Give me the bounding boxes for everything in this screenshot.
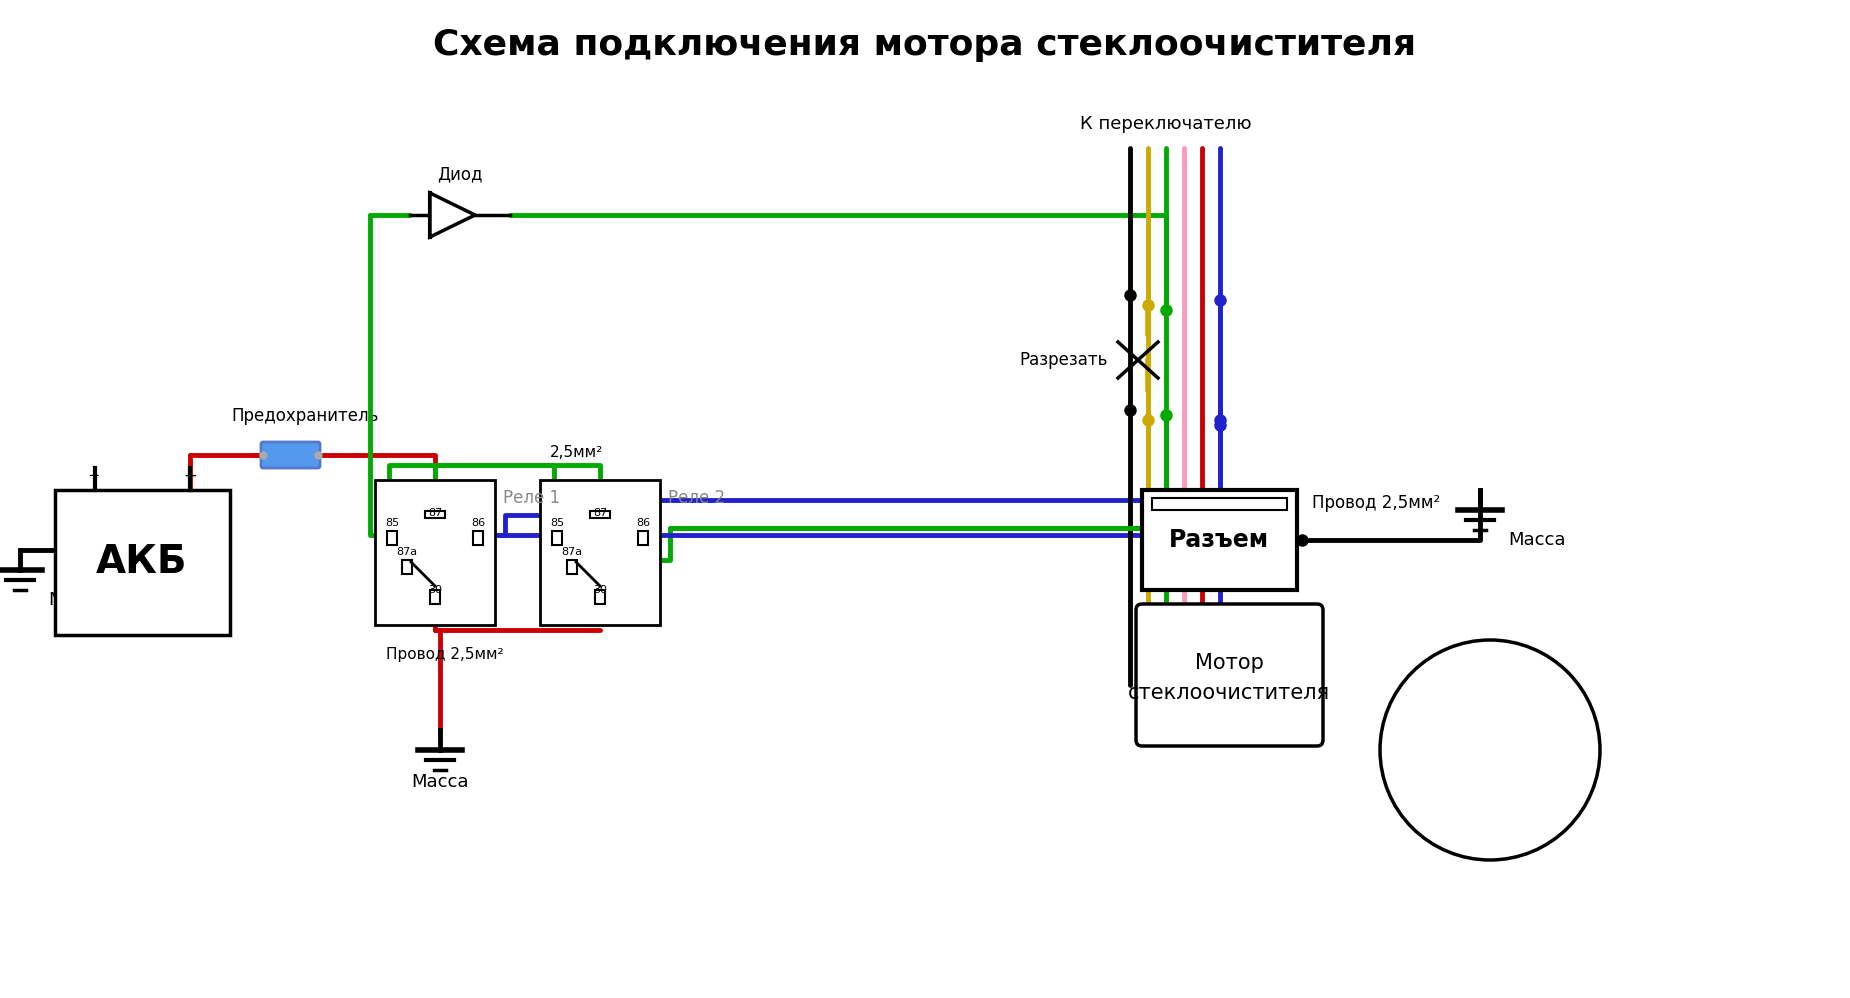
Bar: [540, 480, 660, 625]
Bar: [590, 511, 610, 518]
Text: 86: 86: [636, 518, 649, 528]
Text: +: +: [183, 467, 196, 485]
Text: Провод 2,5мм²: Провод 2,5мм²: [1312, 494, 1441, 512]
Text: 30: 30: [427, 585, 442, 595]
Text: Разъем: Разъем: [1169, 528, 1269, 552]
Bar: [1153, 498, 1288, 510]
Bar: [551, 531, 562, 545]
Bar: [566, 560, 577, 574]
Bar: [638, 531, 648, 545]
Text: 85: 85: [549, 518, 564, 528]
Text: Масса: Масса: [48, 591, 105, 609]
Text: Провод 2,5мм²: Провод 2,5мм²: [387, 648, 503, 663]
Text: 30: 30: [594, 585, 607, 595]
Bar: [474, 531, 483, 545]
FancyBboxPatch shape: [261, 442, 320, 468]
Text: 87: 87: [427, 508, 442, 518]
Text: Масса: Масса: [411, 773, 468, 791]
Text: ─: ─: [89, 469, 98, 483]
Text: Масса: Масса: [1508, 531, 1565, 549]
Text: Разрезать: Разрезать: [1019, 351, 1108, 369]
Text: 2,5мм²: 2,5мм²: [549, 444, 603, 459]
Bar: [426, 511, 446, 518]
Text: Реле 1: Реле 1: [503, 489, 561, 507]
Text: Предохранитель: Предохранитель: [231, 407, 379, 425]
Bar: [429, 590, 440, 604]
Text: Диод: Диод: [437, 165, 483, 183]
Text: 86: 86: [472, 518, 485, 528]
Text: 87: 87: [592, 508, 607, 518]
FancyBboxPatch shape: [1141, 490, 1297, 590]
Bar: [376, 480, 496, 625]
Text: Реле 2: Реле 2: [668, 489, 725, 507]
Polygon shape: [429, 193, 475, 237]
Bar: [596, 590, 605, 604]
Text: К переключателю: К переключателю: [1080, 115, 1252, 133]
FancyBboxPatch shape: [1136, 604, 1323, 746]
Text: АКБ: АКБ: [96, 543, 187, 581]
Bar: [387, 531, 398, 545]
Text: Мотор: Мотор: [1195, 653, 1264, 673]
Text: стеклоочистителя: стеклоочистителя: [1128, 683, 1330, 703]
Text: 87a: 87a: [396, 547, 418, 557]
Bar: [56, 490, 229, 635]
Text: 87a: 87a: [561, 547, 583, 557]
Text: Схема подключения мотора стеклоочистителя: Схема подключения мотора стеклоочистител…: [433, 28, 1417, 62]
Text: 85: 85: [385, 518, 400, 528]
Bar: [401, 560, 413, 574]
